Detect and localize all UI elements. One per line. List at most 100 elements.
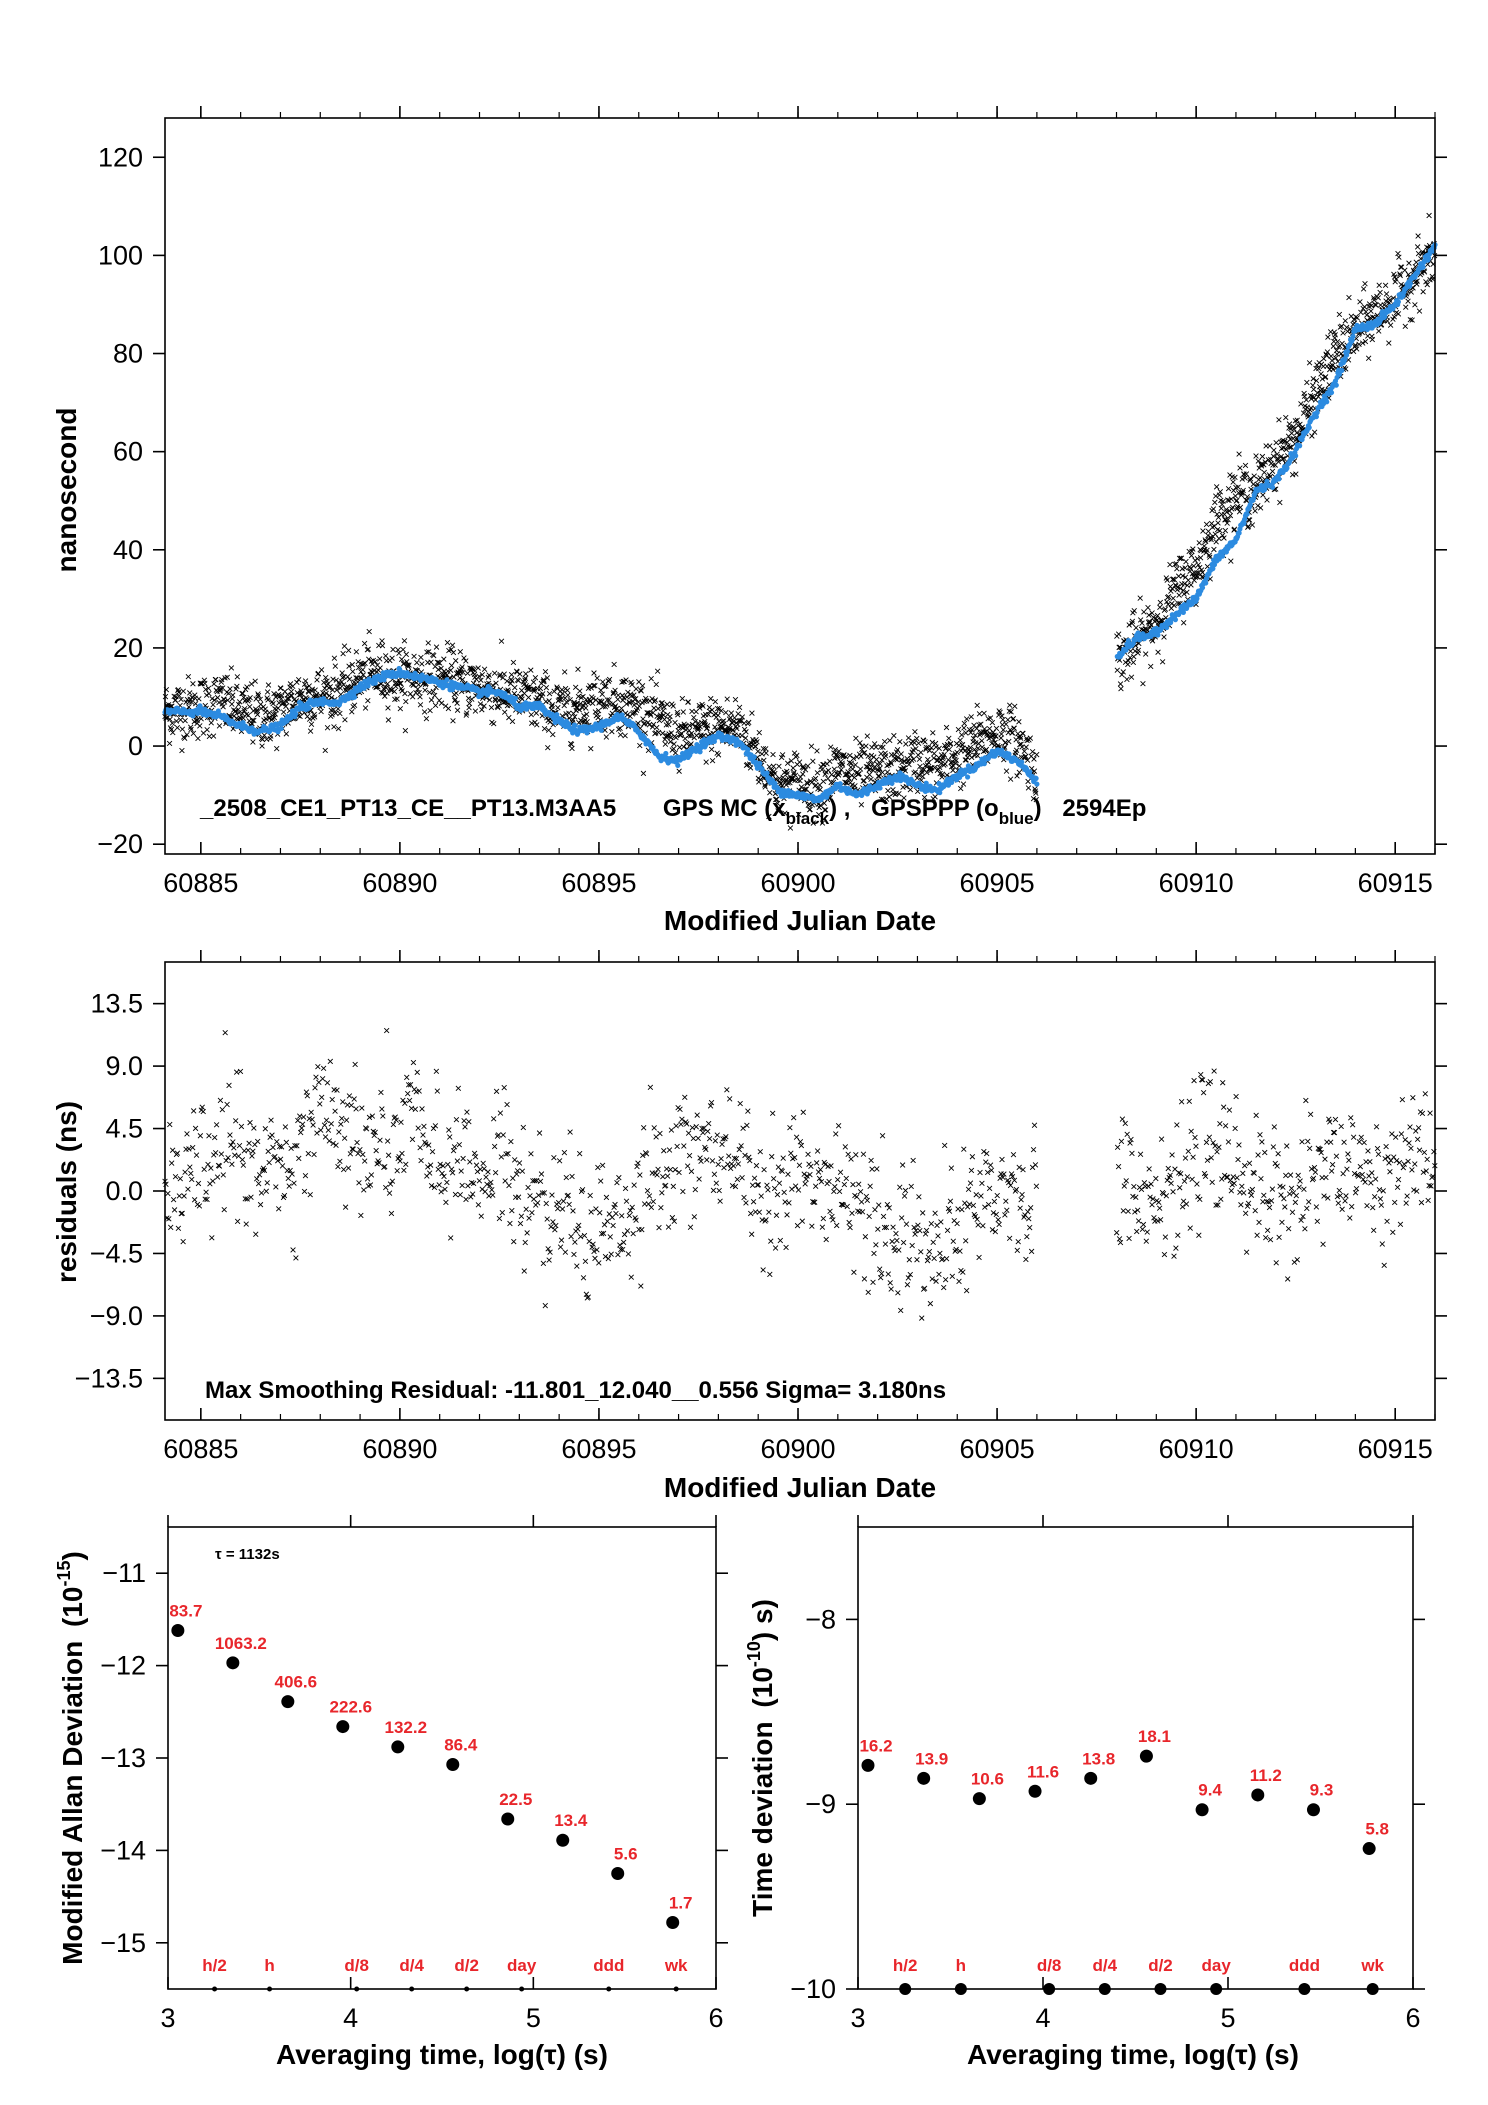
residual-x-marker bbox=[202, 1196, 208, 1202]
black-x-marker bbox=[1236, 509, 1243, 515]
blue-o-marker bbox=[764, 770, 770, 776]
residual-x-marker bbox=[758, 1193, 764, 1199]
residual-x-marker bbox=[640, 1125, 647, 1131]
x-tick-label: 60885 bbox=[163, 1434, 238, 1464]
black-x-marker bbox=[377, 665, 383, 671]
black-x-marker bbox=[351, 702, 358, 708]
residual-x-marker bbox=[488, 1179, 494, 1186]
residual-x-marker bbox=[412, 1106, 419, 1112]
black-x-marker bbox=[584, 719, 590, 725]
residual-x-marker bbox=[767, 1271, 773, 1278]
black-x-marker bbox=[1339, 340, 1345, 347]
residual-x-marker bbox=[384, 1138, 391, 1144]
black-x-marker bbox=[595, 707, 602, 714]
residual-x-marker bbox=[338, 1121, 344, 1127]
black-x-marker bbox=[834, 754, 841, 761]
black-x-marker bbox=[913, 745, 919, 752]
residual-x-marker bbox=[613, 1210, 619, 1217]
x-tick-label: 60910 bbox=[1159, 1434, 1234, 1464]
black-x-marker bbox=[876, 765, 883, 772]
black-x-marker bbox=[1267, 473, 1273, 480]
black-x-marker bbox=[1235, 484, 1241, 490]
black-x-marker bbox=[1387, 322, 1394, 328]
residual-x-marker bbox=[574, 1263, 580, 1269]
residual-x-marker bbox=[269, 1132, 275, 1138]
residual-x-marker bbox=[756, 1209, 763, 1215]
black-x-marker bbox=[428, 697, 435, 703]
black-x-marker bbox=[1222, 527, 1229, 534]
black-x-marker bbox=[236, 699, 243, 705]
residual-x-marker bbox=[392, 1114, 398, 1120]
black-x-marker bbox=[224, 674, 230, 681]
residual-x-marker bbox=[768, 1238, 774, 1244]
black-x-marker bbox=[1350, 348, 1357, 355]
residual-x-marker bbox=[476, 1178, 483, 1184]
black-x-marker bbox=[1240, 487, 1246, 494]
residual-x-marker bbox=[422, 1139, 428, 1146]
black-x-marker bbox=[366, 628, 372, 635]
residual-x-marker bbox=[419, 1106, 425, 1112]
black-x-marker bbox=[493, 680, 499, 686]
residual-x-marker bbox=[492, 1169, 499, 1176]
black-x-marker bbox=[1386, 340, 1392, 346]
black-x-marker bbox=[433, 644, 440, 650]
residual-x-marker bbox=[255, 1180, 262, 1187]
black-x-marker bbox=[712, 724, 718, 730]
residual-x-marker bbox=[275, 1158, 281, 1164]
black-x-marker bbox=[1228, 496, 1235, 502]
residual-x-marker bbox=[393, 1117, 399, 1123]
residual-x-marker bbox=[272, 1153, 278, 1160]
residual-x-marker bbox=[327, 1058, 334, 1065]
black-x-marker bbox=[528, 667, 534, 673]
black-x-marker bbox=[1403, 304, 1409, 310]
black-x-marker bbox=[1191, 570, 1198, 576]
residual-x-marker bbox=[717, 1198, 723, 1204]
residual-x-marker bbox=[487, 1183, 493, 1189]
black-x-marker bbox=[1236, 451, 1242, 457]
blue-o-marker bbox=[598, 727, 604, 733]
black-x-marker bbox=[727, 725, 733, 732]
black-x-marker bbox=[1173, 561, 1180, 567]
residual-x-marker bbox=[688, 1168, 695, 1175]
residual-x-marker bbox=[270, 1144, 276, 1151]
residual-x-marker bbox=[313, 1074, 319, 1080]
residual-x-marker bbox=[557, 1244, 564, 1250]
residual-x-marker bbox=[320, 1065, 327, 1072]
black-x-marker bbox=[1025, 778, 1031, 785]
black-x-marker bbox=[323, 690, 329, 697]
black-x-marker bbox=[1362, 338, 1369, 345]
residual-x-marker bbox=[585, 1294, 591, 1300]
black-x-marker bbox=[683, 740, 690, 747]
black-x-marker bbox=[838, 766, 844, 773]
black-x-marker bbox=[481, 703, 487, 709]
black-x-marker bbox=[569, 745, 575, 752]
black-x-marker bbox=[1311, 394, 1317, 401]
epoch-count-text: 2594Ep bbox=[1062, 795, 1146, 822]
black-x-marker bbox=[176, 692, 182, 699]
residual-x-marker bbox=[772, 1245, 779, 1251]
residual-x-marker bbox=[404, 1090, 411, 1097]
black-x-marker bbox=[887, 737, 893, 744]
residual-x-marker bbox=[706, 1135, 713, 1142]
black-x-marker bbox=[401, 638, 408, 644]
black-x-marker bbox=[946, 735, 952, 742]
black-x-marker bbox=[1031, 768, 1038, 774]
residual-x-marker bbox=[245, 1147, 251, 1153]
time-series-y-label: nanosecond bbox=[51, 408, 82, 573]
black-x-marker bbox=[208, 720, 214, 726]
black-x-marker bbox=[1225, 516, 1231, 523]
residual-x-marker bbox=[766, 1209, 772, 1215]
black-x-marker bbox=[543, 684, 550, 691]
residual-x-marker bbox=[236, 1142, 243, 1149]
black-x-marker bbox=[1149, 610, 1155, 616]
black-x-marker bbox=[554, 684, 560, 690]
black-x-marker bbox=[294, 679, 300, 686]
black-x-marker bbox=[730, 727, 736, 733]
blue-o-marker bbox=[1164, 624, 1170, 631]
residual-x-marker bbox=[529, 1209, 535, 1216]
residual-x-marker bbox=[247, 1119, 253, 1126]
residual-x-marker bbox=[206, 1133, 212, 1139]
residual-x-marker bbox=[743, 1200, 749, 1206]
residual-x-marker bbox=[792, 1183, 799, 1189]
black-x-marker bbox=[590, 683, 597, 689]
